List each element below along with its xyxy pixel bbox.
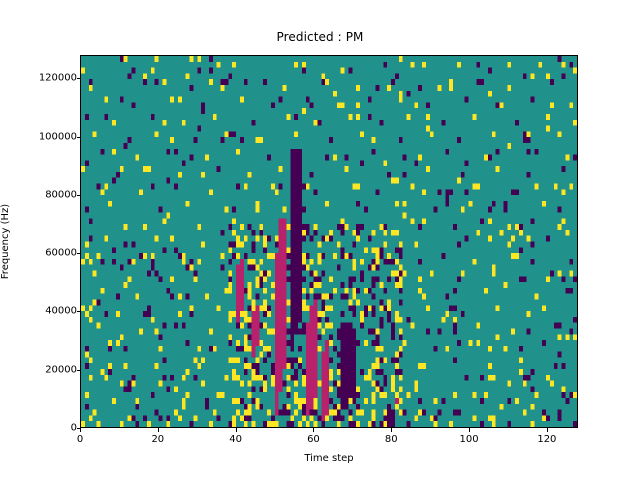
x-tick-mark [391,428,393,432]
chart-title: Predicted : PM [276,30,364,44]
x-tick-label: 80 [384,434,398,445]
x-axis-label: Time step [304,453,354,464]
x-tick-label: 40 [229,434,242,445]
y-axis-label: Frequency (Hz) [0,203,11,280]
x-tick-mark [235,428,237,432]
y-tick-mark [76,253,80,255]
x-tick-label: 100 [459,434,479,445]
x-tick-label: 0 [76,434,84,445]
heatmap-image [81,56,577,427]
y-tick-label: 0 [70,422,77,434]
x-tick-mark [546,428,548,432]
y-tick-mark [76,78,80,80]
y-tick-label: 80000 [45,189,77,201]
y-tick-label: 40000 [45,305,77,317]
heatmap-axes [80,55,578,428]
x-tick-mark [80,428,81,432]
y-tick-label: 100000 [38,131,77,143]
y-tick-label: 120000 [38,72,77,84]
y-tick-label: 20000 [45,364,77,376]
y-tick-mark [76,369,80,371]
x-tick-label: 120 [537,434,557,445]
y-tick-mark [76,136,80,138]
x-tick-mark [313,428,315,432]
x-tick-label: 20 [151,434,165,445]
y-tick-mark [76,311,80,313]
x-tick-mark [157,428,159,432]
x-tick-label: 60 [307,434,320,445]
y-tick-label: 60000 [45,247,77,259]
y-tick-mark [76,428,80,429]
x-tick-mark [469,428,471,432]
y-tick-mark [76,194,80,196]
